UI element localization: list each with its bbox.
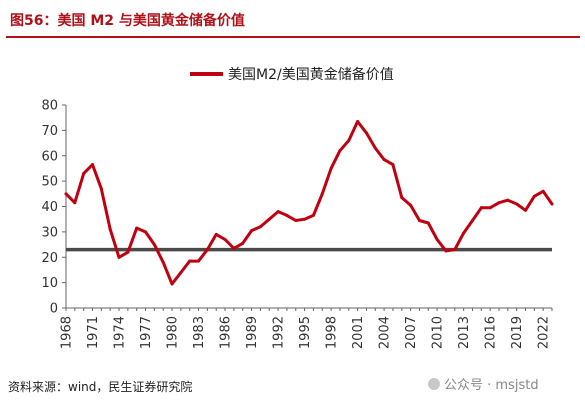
- data-point: [364, 131, 368, 135]
- x-tick-label: 1986: [219, 316, 234, 349]
- data-point: [73, 201, 77, 205]
- data-point: [99, 187, 103, 191]
- data-point: [276, 210, 280, 214]
- data-point: [161, 260, 165, 264]
- data-point: [250, 229, 254, 233]
- y-tick-label: 20: [41, 251, 58, 266]
- data-point: [205, 248, 209, 252]
- title-divider: [6, 36, 580, 38]
- data-point: [64, 192, 68, 196]
- x-tick-label: 2004: [378, 316, 393, 349]
- data-point: [267, 217, 271, 221]
- wechat-icon: [428, 378, 440, 390]
- x-tick-label: 2022: [537, 316, 552, 349]
- figure-title: 图56：美国 M2 与美国黄金储备价值: [10, 13, 245, 29]
- data-point: [197, 259, 201, 263]
- data-point: [523, 208, 527, 212]
- data-point: [258, 225, 262, 229]
- data-point: [479, 206, 483, 210]
- data-point: [515, 202, 519, 206]
- data-point: [338, 149, 342, 153]
- data-point: [417, 218, 421, 222]
- y-tick-label: 50: [41, 175, 58, 190]
- y-tick-label: 40: [41, 200, 58, 215]
- x-tick-label: 1968: [60, 316, 75, 349]
- data-point: [91, 163, 95, 167]
- data-point: [144, 230, 148, 234]
- data-point: [453, 248, 457, 252]
- data-point: [426, 221, 430, 225]
- data-point: [108, 227, 112, 231]
- x-axis: 1968 1971 1974 1977 1980 1983 1986 1989 1992 1995…: [60, 307, 553, 349]
- data-point: [179, 270, 183, 274]
- x-tick-label: 1974: [113, 316, 128, 349]
- data-point: [135, 226, 139, 230]
- x-tick-label: 1971: [86, 316, 101, 349]
- data-point: [320, 192, 324, 196]
- data-point: [285, 213, 289, 217]
- x-tick-label: 1980: [166, 316, 181, 349]
- data-point: [126, 250, 130, 254]
- watermark-text: 公众号 · msjstd: [444, 378, 539, 393]
- legend-label: 美国M2/美国黄金储备价值: [228, 66, 394, 83]
- watermark: 公众号 · msjstd: [428, 374, 539, 393]
- y-tick-label: 0: [50, 302, 58, 317]
- y-tick-label: 70: [41, 124, 58, 139]
- data-point: [497, 201, 501, 205]
- data-point: [470, 218, 474, 222]
- data-point: [152, 243, 156, 247]
- data-point: [232, 246, 236, 250]
- data-point: [532, 194, 536, 198]
- y-tick-label: 80: [41, 99, 58, 114]
- x-tick-label: 1998: [325, 316, 340, 349]
- data-point: [241, 241, 245, 245]
- data-point: [214, 232, 218, 236]
- figure-header: 图56：美国 M2 与美国黄金储备价值: [6, 8, 580, 38]
- data-point: [356, 119, 360, 123]
- plot-area: [64, 119, 554, 286]
- x-tick-label: 1983: [192, 316, 207, 349]
- source-note: 资料来源：wind，民生证券研究院: [8, 380, 193, 394]
- data-point: [82, 172, 86, 176]
- x-tick-label: 2007: [404, 316, 419, 349]
- data-point: [462, 231, 466, 235]
- x-tick-label: 1995: [298, 316, 313, 349]
- data-point: [409, 203, 413, 207]
- data-point: [444, 249, 448, 253]
- data-point: [391, 163, 395, 167]
- x-tick-label: 2016: [484, 316, 499, 349]
- x-tick-label: 2019: [510, 316, 525, 349]
- data-point: [170, 282, 174, 286]
- y-tick-label: 60: [41, 149, 58, 164]
- data-point: [373, 146, 377, 150]
- data-point: [382, 158, 386, 162]
- data-point: [506, 198, 510, 202]
- data-point: [488, 206, 492, 210]
- x-tick-label: 1989: [245, 316, 260, 349]
- data-point: [311, 213, 315, 217]
- data-point: [347, 139, 351, 143]
- y-axis: 0 10 20 30 40 50 60 70 80: [41, 99, 67, 317]
- x-tick-label: 2010: [431, 316, 446, 349]
- data-point: [303, 217, 307, 221]
- y-tick-label: 30: [41, 225, 58, 240]
- x-tick-label: 1992: [272, 316, 287, 349]
- x-tick-label: 1977: [139, 316, 154, 349]
- x-tick-label: 2001: [351, 316, 366, 349]
- legend: 美国M2/美国黄金储备价值: [190, 66, 394, 83]
- data-point: [435, 237, 439, 241]
- series-line: [64, 120, 554, 286]
- data-point: [223, 237, 227, 241]
- data-point: [294, 218, 298, 222]
- data-point: [188, 259, 192, 263]
- data-point: [400, 196, 404, 200]
- x-tick-label: 2013: [457, 316, 472, 349]
- data-point: [329, 166, 333, 170]
- data-point: [117, 255, 121, 259]
- data-point: [550, 202, 554, 206]
- data-point: [541, 189, 545, 193]
- y-tick-label: 10: [41, 276, 58, 291]
